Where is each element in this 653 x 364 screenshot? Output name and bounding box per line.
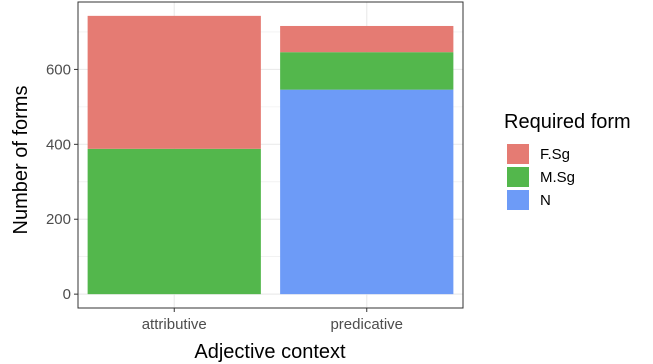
y-axis-title: Number of forms [10,86,32,235]
bar-n-predicative [280,89,454,295]
legend: Required form F.Sg M.Sg N [504,111,631,210]
legend-title: Required form [504,111,631,133]
y-tick-label: 600 [46,61,71,78]
x-axis-ticks: attributive predicative [142,308,403,333]
x-tick-label: attributive [142,316,207,333]
bars-group [87,15,454,295]
legend-label: F.Sg [540,146,570,163]
bar-fsg-predicative [280,25,454,53]
panel-border [77,1,464,309]
bar-msg-predicative [280,52,454,90]
y-axis-ticks: 0 200 400 600 [46,61,78,303]
y-tick-label: 0 [63,286,71,303]
legend-key-msg [507,167,529,187]
legend-key-fsg [507,144,529,164]
x-axis-title: Adjective context [194,341,346,363]
x-tick-label: predicative [330,316,403,333]
y-tick-label: 200 [46,211,71,228]
legend-key-n [507,190,529,210]
legend-label: N [540,192,551,209]
bar-msg-attributive [87,148,261,295]
y-tick-label: 400 [46,136,71,153]
legend-label: M.Sg [540,169,575,186]
bar-fsg-attributive [87,15,261,149]
